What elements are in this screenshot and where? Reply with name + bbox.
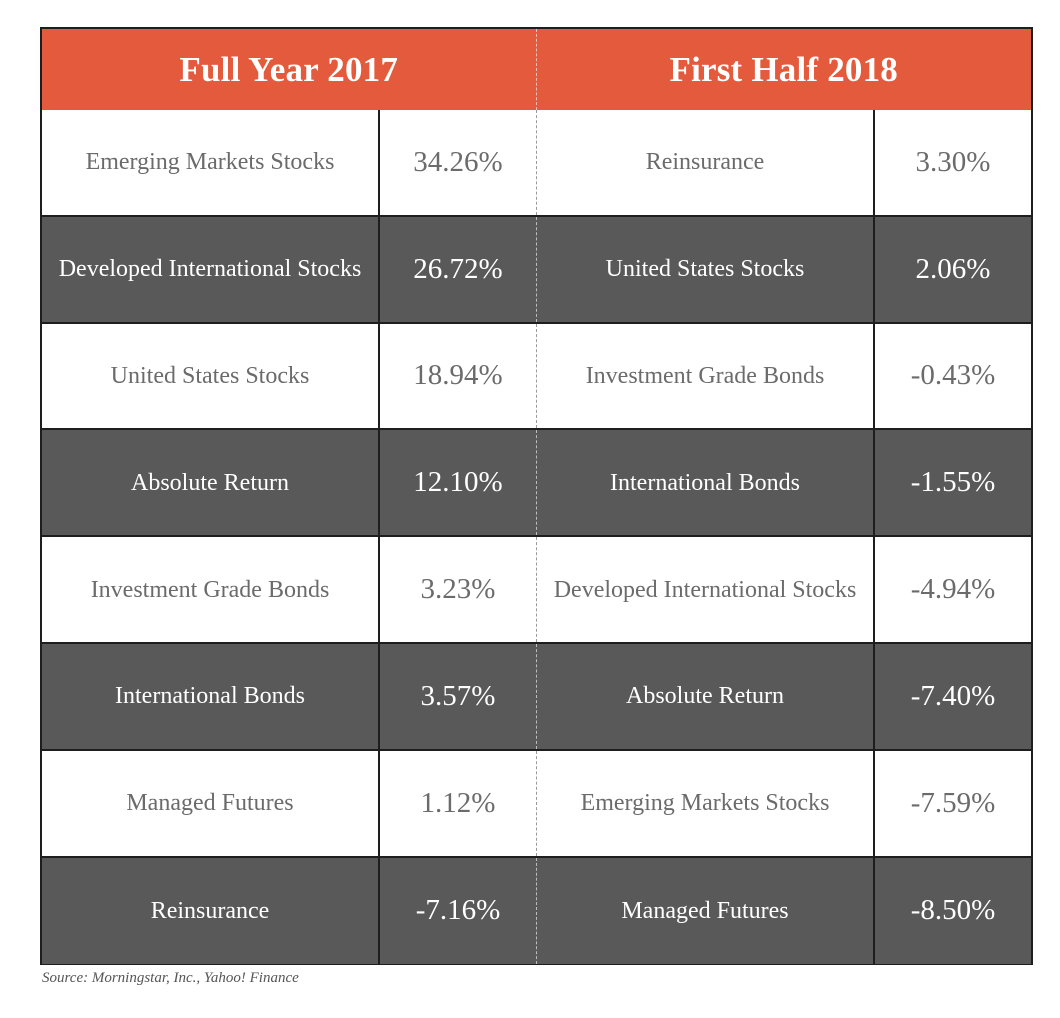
left-return-value: -7.16% xyxy=(380,857,537,965)
left-asset-name: Investment Grade Bonds xyxy=(42,537,380,642)
left-return-value: 12.10% xyxy=(380,430,537,536)
right-asset-name: Managed Futures xyxy=(537,857,875,965)
left-asset-name: Emerging Markets Stocks xyxy=(42,110,380,215)
left-asset-name: International Bonds xyxy=(42,643,380,749)
right-return-value: -8.50% xyxy=(910,894,996,927)
table-row: Developed International Stocks 26.72% Unit… xyxy=(42,216,1031,324)
header-full-year-2017: Full Year 2017 xyxy=(42,29,537,110)
right-return-value: -1.55% xyxy=(910,466,996,499)
left-asset-name: Reinsurance xyxy=(42,857,380,965)
right-asset-name: Investment Grade Bonds xyxy=(537,323,875,429)
table-row: Emerging Markets Stocks 34.26% Reinsurance… xyxy=(42,110,1031,217)
table-row: International Bonds 3.57% Absolute Return -… xyxy=(42,643,1031,751)
left-return-value: 34.26% xyxy=(380,110,537,215)
table-row: Reinsurance -7.16% Managed Futures -8.50% xyxy=(42,857,1031,965)
left-asset-name: Absolute Return xyxy=(42,430,380,536)
returns-table: Full Year 2017 First Half 2018 Emerging … xyxy=(40,27,1033,965)
right-return-value: -7.40% xyxy=(910,679,996,712)
right-asset-name: International Bonds xyxy=(537,430,875,536)
left-return-value: 26.72% xyxy=(380,216,537,322)
table-body: Emerging Markets Stocks 34.26% Reinsurance… xyxy=(42,110,1031,965)
left-return-value: 18.94% xyxy=(380,323,537,429)
right-return-value: -4.94% xyxy=(910,573,996,606)
right-asset-name: Reinsurance xyxy=(537,110,875,215)
left-asset-name: Managed Futures xyxy=(42,750,380,856)
left-return-value: 1.12% xyxy=(380,750,537,856)
table-row: Investment Grade Bonds 3.23% Developed Int… xyxy=(42,537,1031,644)
right-asset-name: Developed International Stocks xyxy=(537,537,875,642)
right-return-value: 3.30% xyxy=(915,145,991,178)
right-return-value: -7.59% xyxy=(910,786,996,819)
right-asset-name: Absolute Return xyxy=(537,643,875,749)
right-return-value: -0.43% xyxy=(910,359,996,392)
table-header: Full Year 2017 First Half 2018 xyxy=(42,29,1031,110)
table-row: United States Stocks 18.94% Investment Gra… xyxy=(42,323,1031,431)
left-asset-name: Developed International Stocks xyxy=(42,216,380,322)
right-asset-name: Emerging Markets Stocks xyxy=(537,750,875,856)
source-note: Source: Morningstar, Inc., Yahoo! Financ… xyxy=(42,970,299,986)
left-asset-name: United States Stocks xyxy=(42,323,380,429)
table-row: Absolute Return 12.10% International Bonds… xyxy=(42,430,1031,538)
right-asset-name: United States Stocks xyxy=(537,216,875,322)
left-return-value: 3.57% xyxy=(380,643,537,749)
table-row: Managed Futures 1.12% Emerging Markets Sto… xyxy=(42,750,1031,858)
right-return-value: 2.06% xyxy=(915,252,991,285)
left-return-value: 3.23% xyxy=(380,537,537,642)
header-first-half-2018: First Half 2018 xyxy=(669,49,899,89)
